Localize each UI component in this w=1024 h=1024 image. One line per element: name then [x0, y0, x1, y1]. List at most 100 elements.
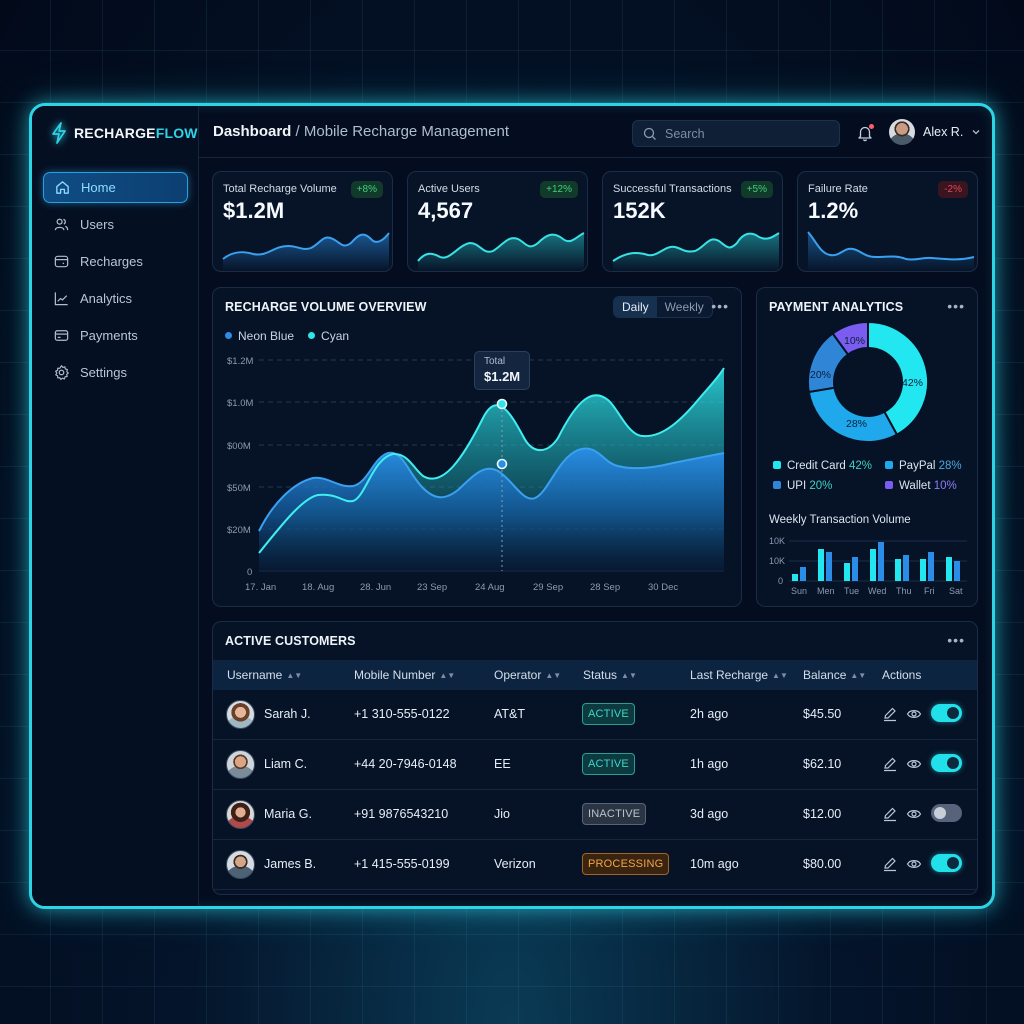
enabled-toggle[interactable]	[931, 704, 962, 722]
eye-icon[interactable]	[906, 706, 922, 722]
table-row[interactable]: Maria G. +91 9876543210 Jio INACTIVE 3d …	[213, 790, 977, 840]
sidebar-item-settings[interactable]: Settings	[43, 357, 188, 388]
more-options-button[interactable]: •••	[947, 298, 965, 314]
stat-value: 1.2%	[808, 198, 859, 223]
sparkline	[417, 232, 585, 271]
avatar	[226, 850, 255, 879]
last-recharge: 1h ago	[690, 757, 729, 771]
stat-card-successful-transactions[interactable]: Successful Transactions 152K +5%	[602, 171, 783, 272]
chevron-down-icon	[972, 130, 980, 135]
mobile-number: +1 310-555-0122	[354, 707, 450, 721]
sidebar-nav: Home Users Recharges Analytics Payments …	[43, 172, 188, 394]
legend-item-wallet[interactable]: Wallet 10%	[885, 480, 975, 492]
legend-item-credit-card[interactable]: Credit Card 42%	[773, 460, 885, 472]
legend-item-cyan[interactable]: Cyan	[308, 329, 349, 343]
edit-icon[interactable]	[882, 756, 898, 772]
column-actions: Actions	[882, 668, 922, 682]
edit-icon[interactable]	[882, 856, 898, 872]
table-row[interactable]: Liam C. +44 20-7946-0148 EE ACTIVE 1h ag…	[213, 740, 977, 790]
legend-item-paypal[interactable]: PayPal 28%	[885, 460, 975, 472]
panel-title: RECHARGE VOLUME OVERVIEW	[225, 300, 427, 314]
stat-change-badge: +5%	[740, 181, 773, 198]
toggle-weekly[interactable]: Weekly	[664, 300, 704, 314]
recharge-volume-panel: RECHARGE VOLUME OVERVIEW Daily Weekly ••…	[212, 287, 742, 607]
status-badge: ACTIVE	[582, 753, 635, 775]
sort-icon: ▲▼	[439, 671, 456, 680]
svg-text:42%: 42%	[902, 377, 923, 389]
avatar	[889, 119, 915, 145]
sparkline	[222, 232, 390, 271]
balance: $62.10	[803, 757, 842, 771]
legend-item-upi[interactable]: UPI 20%	[773, 480, 885, 492]
enabled-toggle[interactable]	[931, 754, 962, 772]
svg-text:28. Jun: 28. Jun	[360, 582, 391, 593]
top-header: Dashboard / Mobile Recharge Management A…	[199, 106, 992, 158]
eye-icon[interactable]	[906, 806, 922, 822]
column-status[interactable]: Status ▲▼	[583, 668, 637, 682]
logo[interactable]: RECHARGEFLOW	[50, 122, 198, 144]
donut-chart: 42% 28% 20% 10%	[807, 320, 930, 444]
svg-text:28%: 28%	[846, 418, 867, 430]
svg-text:18. Aug: 18. Aug	[302, 582, 334, 593]
balance: $80.00	[803, 857, 842, 871]
more-options-button[interactable]: •••	[947, 632, 965, 648]
table-row[interactable]: James B. +1 415-555-0199 Verizon PROCESS…	[213, 840, 977, 890]
sidebar-item-analytics[interactable]: Analytics	[43, 283, 188, 314]
svg-text:0: 0	[778, 576, 783, 586]
column-operator[interactable]: Operator ▲▼	[494, 668, 562, 682]
svg-text:10K: 10K	[769, 536, 785, 546]
chart-line-icon	[54, 292, 68, 306]
sort-icon: ▲▼	[850, 671, 867, 680]
panel-title: ACTIVE CUSTOMERS	[225, 634, 356, 648]
mobile-number: +44 20-7946-0148	[354, 757, 457, 771]
breadcrumb-separator: /	[291, 123, 304, 140]
toggle-daily[interactable]: Daily	[614, 297, 657, 317]
chart-tooltip: Total $1.2M	[474, 351, 530, 390]
weekly-volume-title: Weekly Transaction Volume	[769, 514, 911, 526]
sparkline	[807, 231, 975, 271]
search-input[interactable]	[665, 126, 825, 141]
balance: $45.50	[803, 707, 842, 721]
sidebar-item-home[interactable]: Home	[43, 172, 188, 203]
stat-card-total-volume[interactable]: Total Recharge Volume $1.2M +8%	[212, 171, 393, 272]
enabled-toggle[interactable]	[931, 804, 962, 822]
search-box[interactable]	[632, 120, 840, 147]
column-last-recharge[interactable]: Last Recharge ▲▼	[690, 668, 788, 682]
sidebar-item-label: Payments	[80, 328, 138, 343]
edit-icon[interactable]	[882, 706, 898, 722]
enabled-toggle[interactable]	[931, 854, 962, 872]
username: Sarah J.	[264, 707, 311, 721]
notifications-button[interactable]	[856, 124, 874, 142]
sort-icon: ▲▼	[545, 671, 562, 680]
column-balance[interactable]: Balance ▲▼	[803, 668, 867, 682]
column-username[interactable]: Username ▲▼	[227, 668, 303, 682]
svg-text:Tue: Tue	[844, 586, 859, 596]
last-recharge: 3d ago	[690, 807, 729, 821]
table-row[interactable]: Sarah J. +1 310-555-0122 AT&T ACTIVE 2h …	[213, 690, 977, 740]
breadcrumb-root[interactable]: Dashboard	[213, 123, 292, 140]
svg-text:10%: 10%	[844, 335, 865, 347]
stat-value: 152K	[613, 198, 666, 223]
column-mobile[interactable]: Mobile Number ▲▼	[354, 668, 456, 682]
stat-label: Successful Transactions	[613, 183, 732, 195]
svg-text:0: 0	[247, 567, 252, 578]
user-menu[interactable]: Alex R.	[889, 119, 981, 145]
eye-icon[interactable]	[906, 756, 922, 772]
eye-icon[interactable]	[906, 856, 922, 872]
stat-card-active-users[interactable]: Active Users 4,567 +12%	[407, 171, 588, 272]
sort-icon: ▲▼	[286, 671, 303, 680]
status-badge: ACTIVE	[582, 703, 635, 725]
svg-text:$50M: $50M	[227, 483, 251, 494]
credit-card-icon	[54, 330, 69, 341]
sidebar-item-recharges[interactable]: Recharges	[43, 246, 188, 277]
legend-item-neon-blue[interactable]: Neon Blue	[225, 329, 294, 343]
username: James B.	[264, 857, 317, 871]
more-options-button[interactable]: •••	[711, 298, 729, 314]
svg-text:17. Jan: 17. Jan	[245, 582, 276, 593]
edit-icon[interactable]	[882, 806, 898, 822]
avatar	[226, 800, 255, 829]
sidebar-item-users[interactable]: Users	[43, 209, 188, 240]
stat-change-badge: -2%	[938, 181, 968, 198]
stat-card-failure-rate[interactable]: Failure Rate 1.2% -2%	[797, 171, 978, 272]
sidebar-item-payments[interactable]: Payments	[43, 320, 188, 351]
